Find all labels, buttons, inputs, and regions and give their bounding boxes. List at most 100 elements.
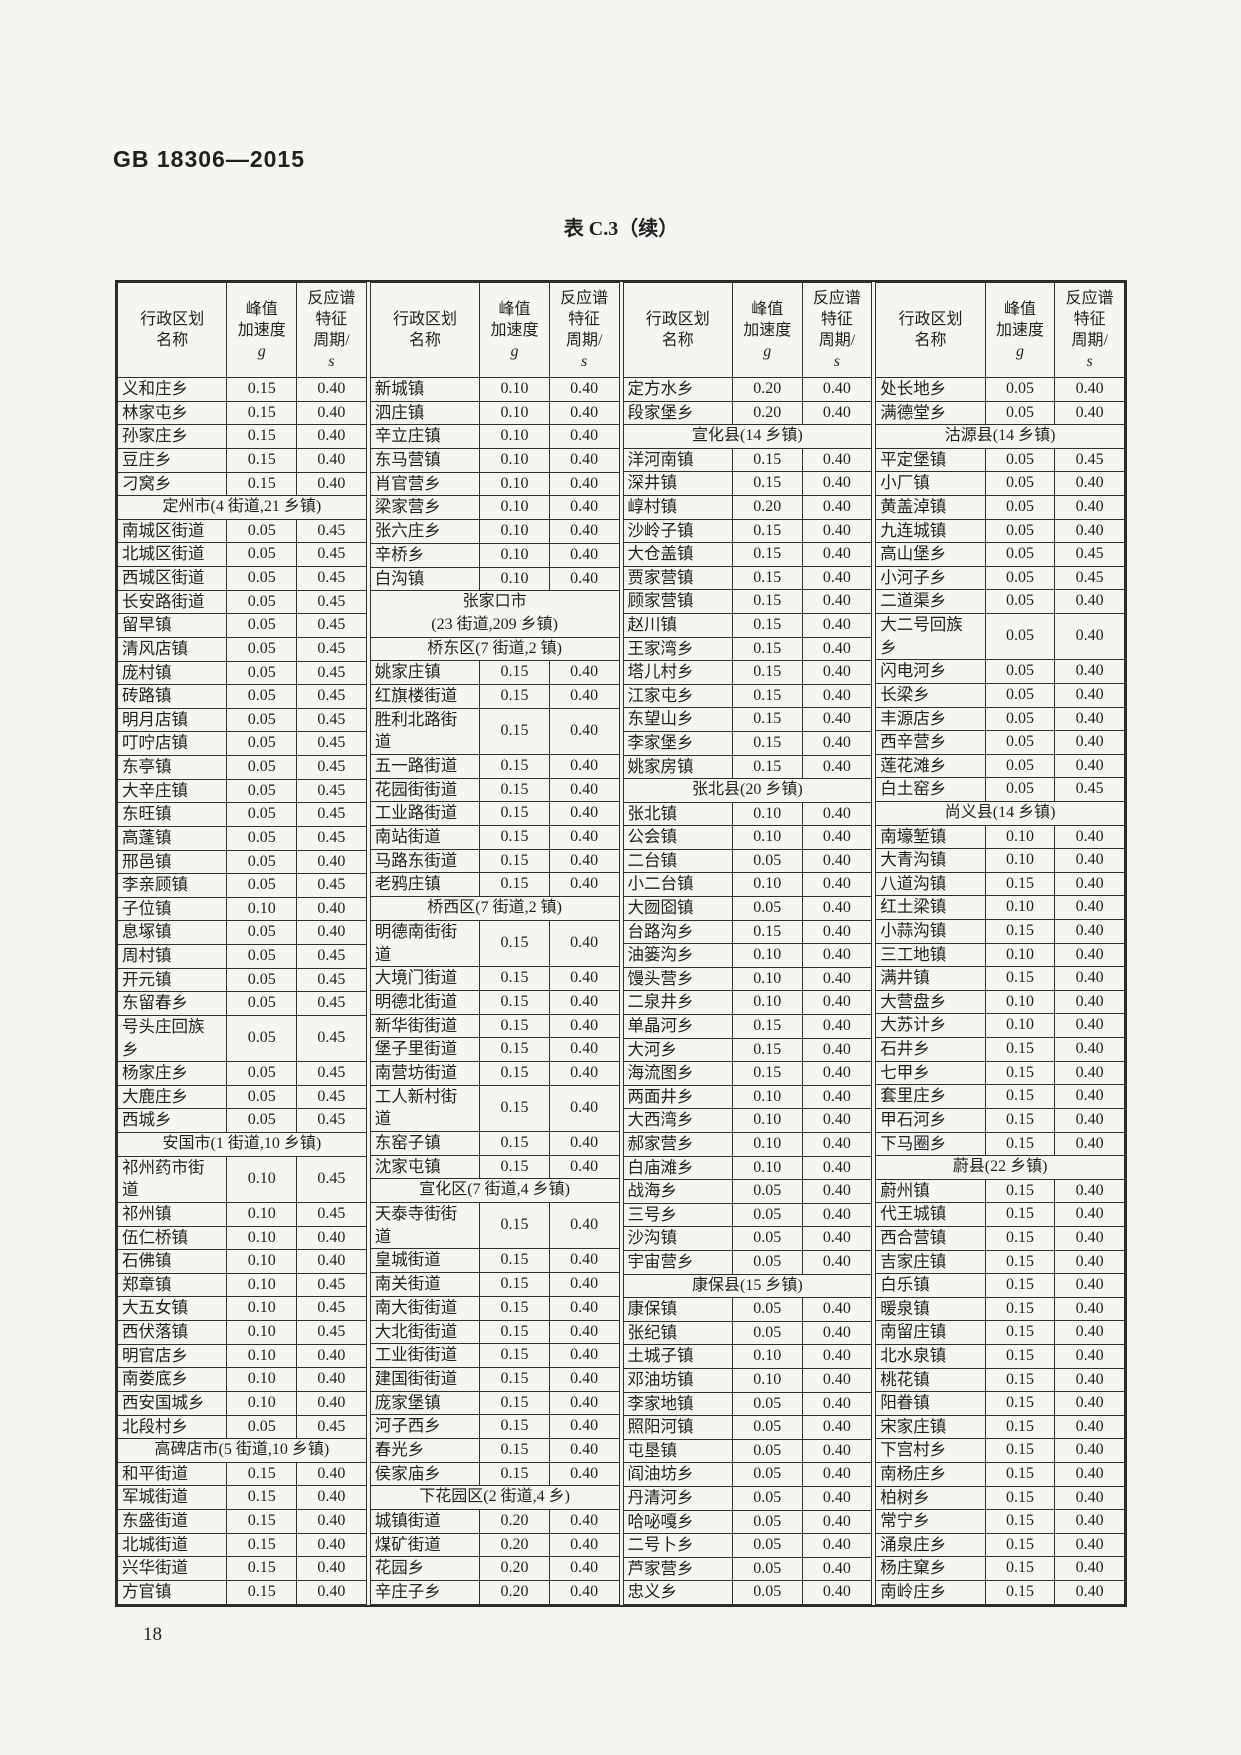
table-row: 阎油坊乡 0.05 0.40 xyxy=(622,1462,873,1487)
table-row: 三号乡 0.05 0.40 xyxy=(622,1202,873,1228)
region-name-cell: 留早镇 xyxy=(116,613,228,638)
table-row: 周村镇 0.05 0.45 xyxy=(116,944,367,969)
region-name-cell: 工人新村街 道 xyxy=(369,1084,481,1133)
table-row: 林家屯乡 0.15 0.40 xyxy=(116,400,367,426)
period-cell: 0.40 xyxy=(801,447,873,473)
region-name-cell: 下马圈乡 xyxy=(875,1131,986,1157)
table-row: 大河乡 0.15 0.40 xyxy=(622,1037,873,1063)
pga-cell: 0.10 xyxy=(731,1132,803,1157)
pga-cell: 0.15 xyxy=(479,1437,550,1463)
region-name-cell: 明官店乡 xyxy=(116,1343,228,1369)
period-cell: 0.45 xyxy=(296,1201,367,1227)
region-name-cell: 清风店镇 xyxy=(116,636,228,662)
table-row: 崞村镇 0.20 0.40 xyxy=(622,494,873,520)
period-cell: 0.40 xyxy=(801,1155,873,1181)
table-row: 杨庄窠乡 0.15 0.40 xyxy=(875,1556,1125,1582)
pga-cell: 0.10 xyxy=(479,448,550,473)
pga-cell: 0.15 xyxy=(479,872,550,898)
county-section-label: 张家口市 (23 街道,209 乡镇) xyxy=(369,590,620,638)
table-row: 涌泉庄乡 0.15 0.40 xyxy=(875,1532,1125,1558)
region-name-cell: 建国街街道 xyxy=(369,1366,481,1392)
period-cell: 0.40 xyxy=(296,849,367,875)
region-table-group-3: 行政区划 名称 峰值 加速度 g 反应谱 特征 周期/ s 定方水乡 0.20 0.40 段… xyxy=(622,282,873,1605)
region-name-cell: 赵川镇 xyxy=(622,612,733,638)
pga-cell: 0.15 xyxy=(984,1107,1056,1133)
period-cell: 0.40 xyxy=(1054,848,1125,873)
table-row: 洋河南镇 0.15 0.40 xyxy=(622,447,873,473)
period-cell: 0.40 xyxy=(801,542,873,567)
table-row: 忠义乡 0.05 0.40 xyxy=(622,1580,873,1605)
region-name-cell: 台路沟乡 xyxy=(622,919,733,945)
period-cell: 0.40 xyxy=(801,1367,873,1393)
county-section-row: 桥东区(7 街道,2 镇) xyxy=(369,636,620,662)
table-row: 泗庄镇 0.10 0.40 xyxy=(369,400,620,426)
period-cell: 0.45 xyxy=(296,1272,367,1298)
pga-cell: 0.15 xyxy=(984,1131,1056,1157)
period-cell: 0.40 xyxy=(548,377,620,402)
table-row: 代王城镇 0.15 0.40 xyxy=(875,1202,1125,1227)
region-name-cell: 公会镇 xyxy=(622,825,733,850)
table-row: 南壕堑镇 0.10 0.40 xyxy=(875,824,1125,850)
pga-cell: 0.15 xyxy=(731,518,803,544)
county-section-label: 定州市(4 街道,21 乡镇) xyxy=(117,495,367,520)
pga-cell: 0.10 xyxy=(226,1367,298,1392)
region-name-cell: 白乐镇 xyxy=(875,1273,986,1298)
pga-cell: 0.15 xyxy=(479,1084,550,1133)
table-row: 赵川镇 0.15 0.40 xyxy=(622,612,873,638)
region-name-cell: 明德南街街 道 xyxy=(369,919,481,968)
region-name-cell: 忠义乡 xyxy=(622,1580,733,1605)
region-name-cell: 套里庄乡 xyxy=(875,1084,986,1109)
pga-cell: 0.20 xyxy=(479,1556,550,1582)
pga-cell: 0.05 xyxy=(731,1509,803,1535)
region-name-cell: 二号卜乡 xyxy=(622,1533,733,1558)
region-name-cell: 西城乡 xyxy=(116,1108,228,1133)
period-cell: 0.40 xyxy=(548,519,620,544)
col-header-region: 行政区划 名称 xyxy=(875,282,986,378)
county-section-label: 沽源县(14 乡镇) xyxy=(875,424,1125,449)
period-cell: 0.40 xyxy=(296,1532,367,1558)
region-name-cell: 沈家屯镇 xyxy=(369,1154,481,1180)
region-name-cell: 红旗楼街道 xyxy=(369,683,481,709)
table-row: 新城镇 0.10 0.40 xyxy=(369,377,620,402)
table-row: 郑章镇 0.10 0.45 xyxy=(116,1272,367,1298)
table-row: 军城街道 0.15 0.40 xyxy=(116,1485,367,1510)
table-row: 方官镇 0.15 0.40 xyxy=(116,1579,367,1605)
region-name-cell: 郝家营乡 xyxy=(622,1132,733,1157)
table-row: 处长地乡 0.05 0.40 xyxy=(875,377,1125,402)
region-name-cell: 杨家庄乡 xyxy=(116,1061,228,1086)
county-section-label: 张北县(20 乡镇) xyxy=(622,778,873,803)
period-cell: 0.40 xyxy=(296,1485,367,1510)
pga-cell: 0.10 xyxy=(984,942,1056,968)
region-name-cell: 南大街街道 xyxy=(369,1295,481,1321)
pga-cell: 0.15 xyxy=(479,1037,550,1062)
pga-cell: 0.05 xyxy=(226,1014,298,1063)
county-section-row: 康保县(15 乡镇) xyxy=(622,1273,873,1299)
period-cell: 0.40 xyxy=(801,1202,873,1228)
pga-cell: 0.15 xyxy=(479,754,550,779)
table-row: 红旗楼街道 0.15 0.40 xyxy=(369,683,620,709)
pga-cell: 0.10 xyxy=(479,424,550,450)
pga-cell: 0.15 xyxy=(479,848,550,874)
pga-cell: 0.15 xyxy=(226,1461,298,1487)
region-name-cell: 满德堂乡 xyxy=(875,400,986,426)
pga-cell: 0.15 xyxy=(479,1295,550,1321)
period-cell: 0.45 xyxy=(1054,777,1125,802)
table-row: 沙沟镇 0.05 0.40 xyxy=(622,1226,873,1251)
period-cell: 0.45 xyxy=(296,1061,367,1086)
region-name-cell: 油篓沟乡 xyxy=(622,943,733,968)
period-cell: 0.40 xyxy=(801,1108,873,1133)
pga-cell: 0.15 xyxy=(731,730,803,756)
period-cell: 0.40 xyxy=(801,1462,873,1487)
region-name-cell: 南留庄镇 xyxy=(875,1320,986,1345)
col-header-pga: 峰值 加速度 g xyxy=(226,282,298,378)
table-row: 号头庄回族 乡 0.05 0.45 xyxy=(116,1014,367,1063)
period-cell: 0.40 xyxy=(548,872,620,898)
table-row: 小厂镇 0.05 0.40 xyxy=(875,471,1125,497)
region-name-cell: 宋家庄镇 xyxy=(875,1414,986,1440)
table-row: 五一路街道 0.15 0.40 xyxy=(369,754,620,779)
pga-cell: 0.20 xyxy=(479,1532,550,1558)
pga-cell: 0.15 xyxy=(984,1509,1056,1534)
period-cell: 0.40 xyxy=(548,707,620,756)
table-row: 河子西乡 0.15 0.40 xyxy=(369,1414,620,1439)
table-row: 西城区街道 0.05 0.45 xyxy=(116,566,367,591)
